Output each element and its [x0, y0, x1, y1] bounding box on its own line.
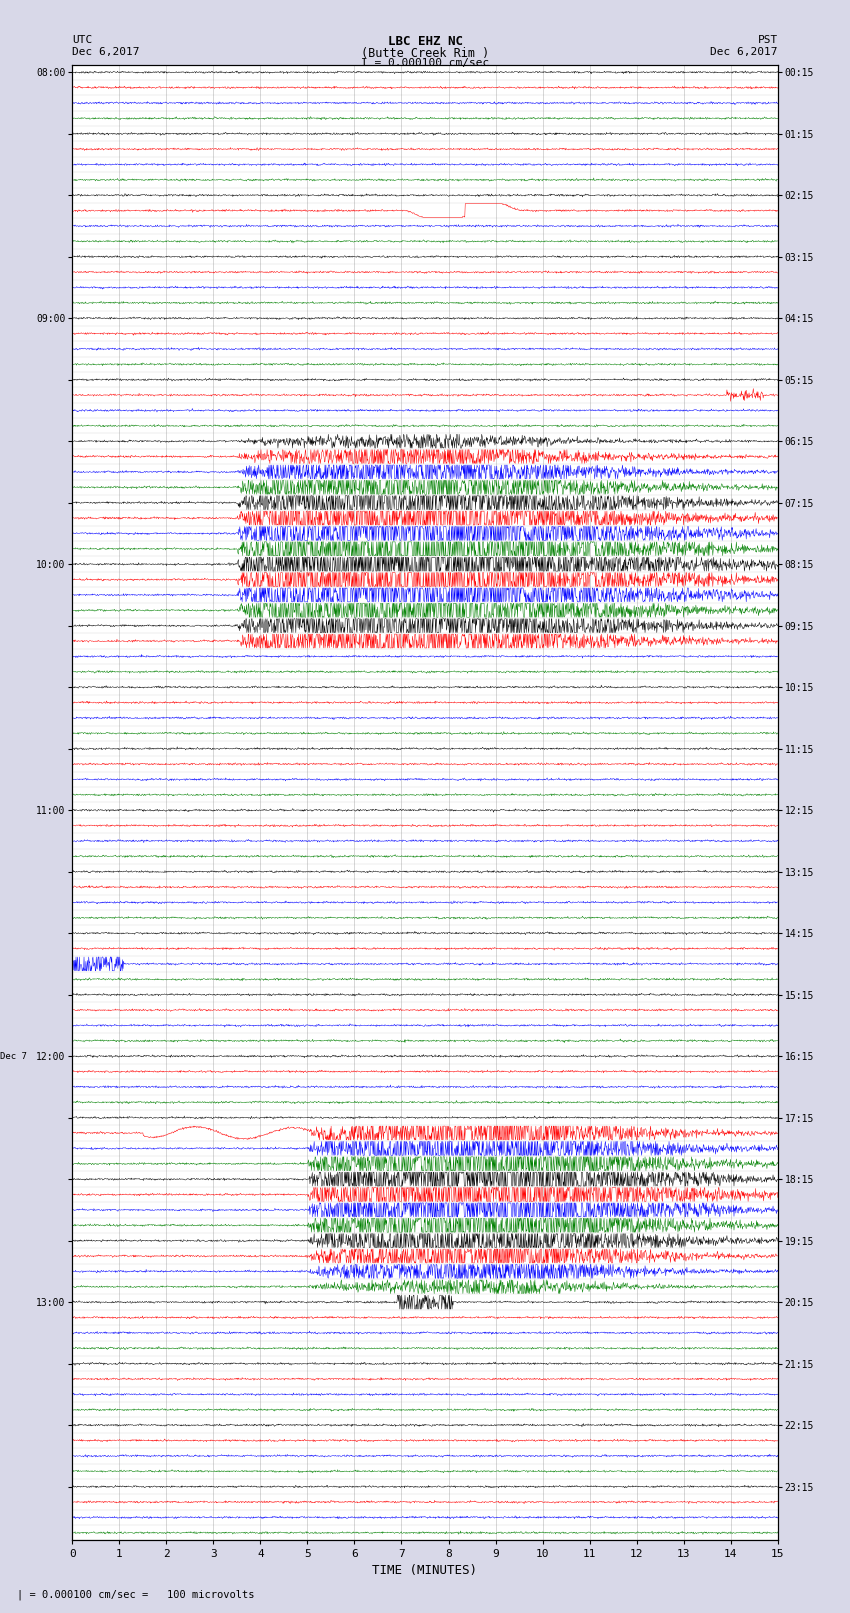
X-axis label: TIME (MINUTES): TIME (MINUTES) — [372, 1563, 478, 1576]
Text: I = 0.000100 cm/sec: I = 0.000100 cm/sec — [361, 58, 489, 68]
Text: PST: PST — [757, 35, 778, 45]
Text: LBC EHZ NC: LBC EHZ NC — [388, 35, 462, 48]
Text: Dec 6,2017: Dec 6,2017 — [72, 47, 139, 56]
Text: Dec 6,2017: Dec 6,2017 — [711, 47, 778, 56]
Text: | = 0.000100 cm/sec =   100 microvolts: | = 0.000100 cm/sec = 100 microvolts — [17, 1589, 254, 1600]
Text: (Butte Creek Rim ): (Butte Creek Rim ) — [361, 47, 489, 60]
Text: UTC: UTC — [72, 35, 93, 45]
Text: Dec 7: Dec 7 — [0, 1052, 26, 1061]
